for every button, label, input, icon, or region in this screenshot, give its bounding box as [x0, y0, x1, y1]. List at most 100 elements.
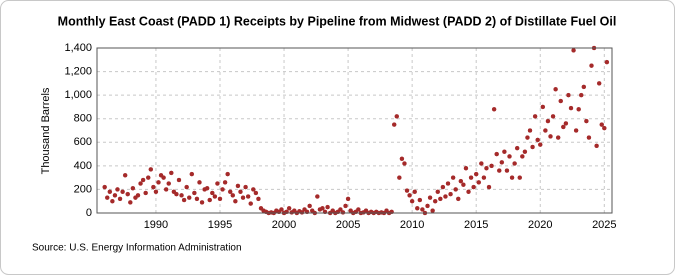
data-point [543, 128, 548, 133]
data-point [579, 92, 584, 98]
data-point [151, 184, 156, 190]
data-point [397, 175, 402, 180]
data-point [415, 206, 420, 211]
data-point [143, 190, 148, 196]
data-point [573, 128, 579, 133]
data-point [340, 210, 346, 215]
y-tick-label: 1,200 [64, 65, 92, 77]
data-point [525, 135, 530, 140]
data-point [145, 175, 151, 180]
data-point [112, 193, 118, 198]
y-axis-label: Thousand Barrels [40, 87, 52, 174]
x-tick-label: 2010 [400, 219, 424, 231]
data-point [481, 175, 487, 180]
data-point [558, 98, 564, 104]
data-point [235, 183, 241, 189]
data-point [596, 81, 602, 86]
x-tick-label: 2020 [528, 219, 552, 231]
data-point [417, 197, 423, 203]
data-point [169, 170, 174, 176]
data-point [466, 189, 471, 195]
data-point [568, 105, 574, 111]
data-point [120, 189, 125, 195]
data-point [486, 184, 492, 190]
y-tick-label: 1,000 [64, 89, 92, 101]
data-point [345, 196, 351, 202]
data-point [210, 190, 215, 196]
data-point [192, 190, 197, 196]
data-point [153, 189, 159, 195]
data-point [412, 189, 417, 195]
data-point [532, 114, 538, 119]
data-point [130, 186, 136, 191]
data-point [502, 149, 507, 154]
data-point [117, 196, 123, 202]
data-point [468, 175, 474, 180]
data-point [512, 161, 517, 166]
data-point [540, 104, 546, 110]
data-point [215, 181, 220, 186]
y-tick-label: 400 [74, 160, 92, 172]
data-point [489, 163, 494, 169]
data-point [402, 161, 407, 166]
data-point [517, 175, 523, 180]
data-point [456, 196, 461, 202]
data-point [440, 184, 446, 190]
data-point [514, 145, 520, 151]
data-point [425, 203, 430, 209]
data-point [238, 189, 243, 195]
data-point [594, 143, 599, 149]
data-point [279, 207, 284, 212]
data-point [555, 135, 561, 140]
data-point [576, 107, 581, 112]
data-point [445, 181, 451, 186]
y-tick-label: 1,400 [64, 42, 92, 54]
data-point [571, 48, 576, 53]
data-point [148, 167, 154, 172]
data-point [435, 189, 441, 195]
data-point [222, 180, 228, 185]
data-point [135, 193, 141, 198]
y-tick-label: 200 [74, 183, 92, 195]
data-point [509, 175, 515, 180]
data-point [181, 197, 187, 203]
data-point [184, 184, 189, 190]
data-point [491, 107, 497, 112]
data-point [225, 171, 230, 177]
data-point [125, 191, 130, 197]
data-point [243, 184, 248, 190]
data-point [484, 165, 489, 171]
data-point [476, 180, 482, 185]
source: Source: U.S. Energy Information Administ… [32, 243, 242, 254]
data-point [253, 190, 259, 196]
data-point [115, 187, 120, 192]
data-point [233, 198, 238, 204]
data-point [197, 180, 202, 185]
y-tick-label: 800 [74, 113, 92, 125]
data-point [545, 118, 551, 124]
x-tick-label: 1995 [208, 219, 232, 231]
data-point [504, 168, 510, 173]
data-point [315, 194, 320, 199]
data-point [602, 125, 607, 131]
data-point [189, 171, 195, 177]
data-point [507, 154, 512, 159]
chart-title: Monthly East Coast (PADD 1) Receipts by … [58, 14, 617, 28]
data-point [566, 92, 571, 98]
data-point [497, 168, 502, 173]
data-point [499, 160, 505, 165]
data-point [248, 201, 253, 206]
data-point [186, 195, 192, 200]
y-tick-label: 600 [74, 136, 92, 148]
x-tick-label: 2025 [592, 219, 616, 231]
data-point [420, 207, 425, 212]
data-point [176, 177, 182, 183]
data-point [104, 195, 110, 200]
data-point [399, 156, 405, 162]
data-point [599, 122, 605, 127]
data-point [204, 186, 210, 191]
data-point [207, 197, 212, 203]
data-point [230, 193, 236, 198]
data-point [522, 149, 528, 154]
